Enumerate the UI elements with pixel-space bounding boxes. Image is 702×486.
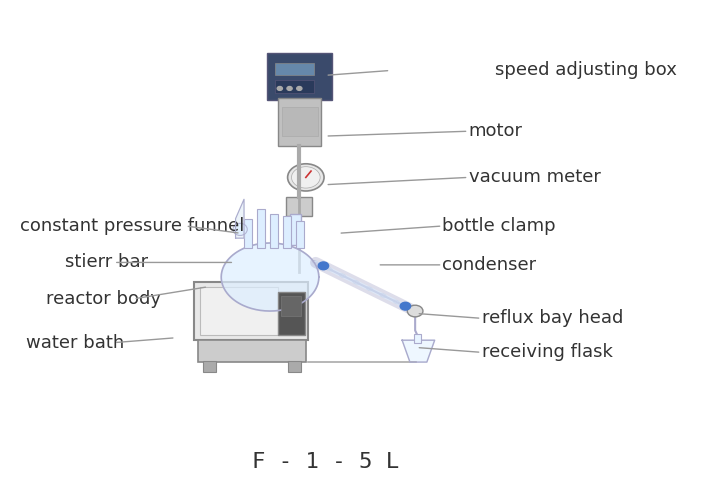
Text: F - 1 - 5 L: F - 1 - 5 L [252, 451, 399, 472]
Text: condenser: condenser [442, 256, 536, 274]
Bar [194, 282, 307, 340]
Circle shape [407, 305, 423, 317]
Text: water bath: water bath [26, 333, 124, 352]
Bar [270, 214, 278, 248]
Bar [244, 219, 252, 248]
Bar [203, 361, 216, 372]
Text: receiving flask: receiving flask [482, 343, 612, 362]
Bar [282, 107, 317, 136]
Bar [289, 214, 301, 245]
Circle shape [318, 262, 329, 270]
Circle shape [291, 167, 320, 188]
Bar [414, 334, 421, 343]
Circle shape [297, 87, 302, 90]
Polygon shape [236, 199, 244, 238]
Text: motor: motor [468, 122, 522, 140]
Circle shape [287, 87, 292, 90]
Polygon shape [221, 243, 319, 311]
Text: bottle clamp: bottle clamp [442, 217, 556, 235]
Circle shape [288, 164, 324, 191]
Bar [279, 98, 321, 146]
Bar [281, 296, 300, 316]
FancyBboxPatch shape [267, 53, 332, 100]
Polygon shape [402, 340, 435, 362]
Text: constant pressure funnel: constant pressure funnel [20, 217, 244, 235]
Circle shape [277, 87, 282, 90]
Bar [288, 361, 300, 372]
Bar [200, 287, 279, 335]
Text: vacuum meter: vacuum meter [468, 168, 600, 187]
Bar [283, 216, 291, 248]
Text: stierr bar: stierr bar [65, 253, 148, 272]
Bar [257, 209, 265, 248]
Circle shape [400, 302, 411, 310]
Bar [275, 80, 314, 93]
Ellipse shape [233, 224, 247, 235]
Bar [279, 292, 305, 335]
Text: reflux bay head: reflux bay head [482, 309, 623, 328]
Bar [199, 340, 306, 362]
Bar [296, 221, 304, 248]
Bar [286, 197, 312, 216]
Text: speed adjusting box: speed adjusting box [494, 61, 677, 80]
Bar [275, 63, 314, 75]
Text: reactor body: reactor body [46, 290, 161, 308]
